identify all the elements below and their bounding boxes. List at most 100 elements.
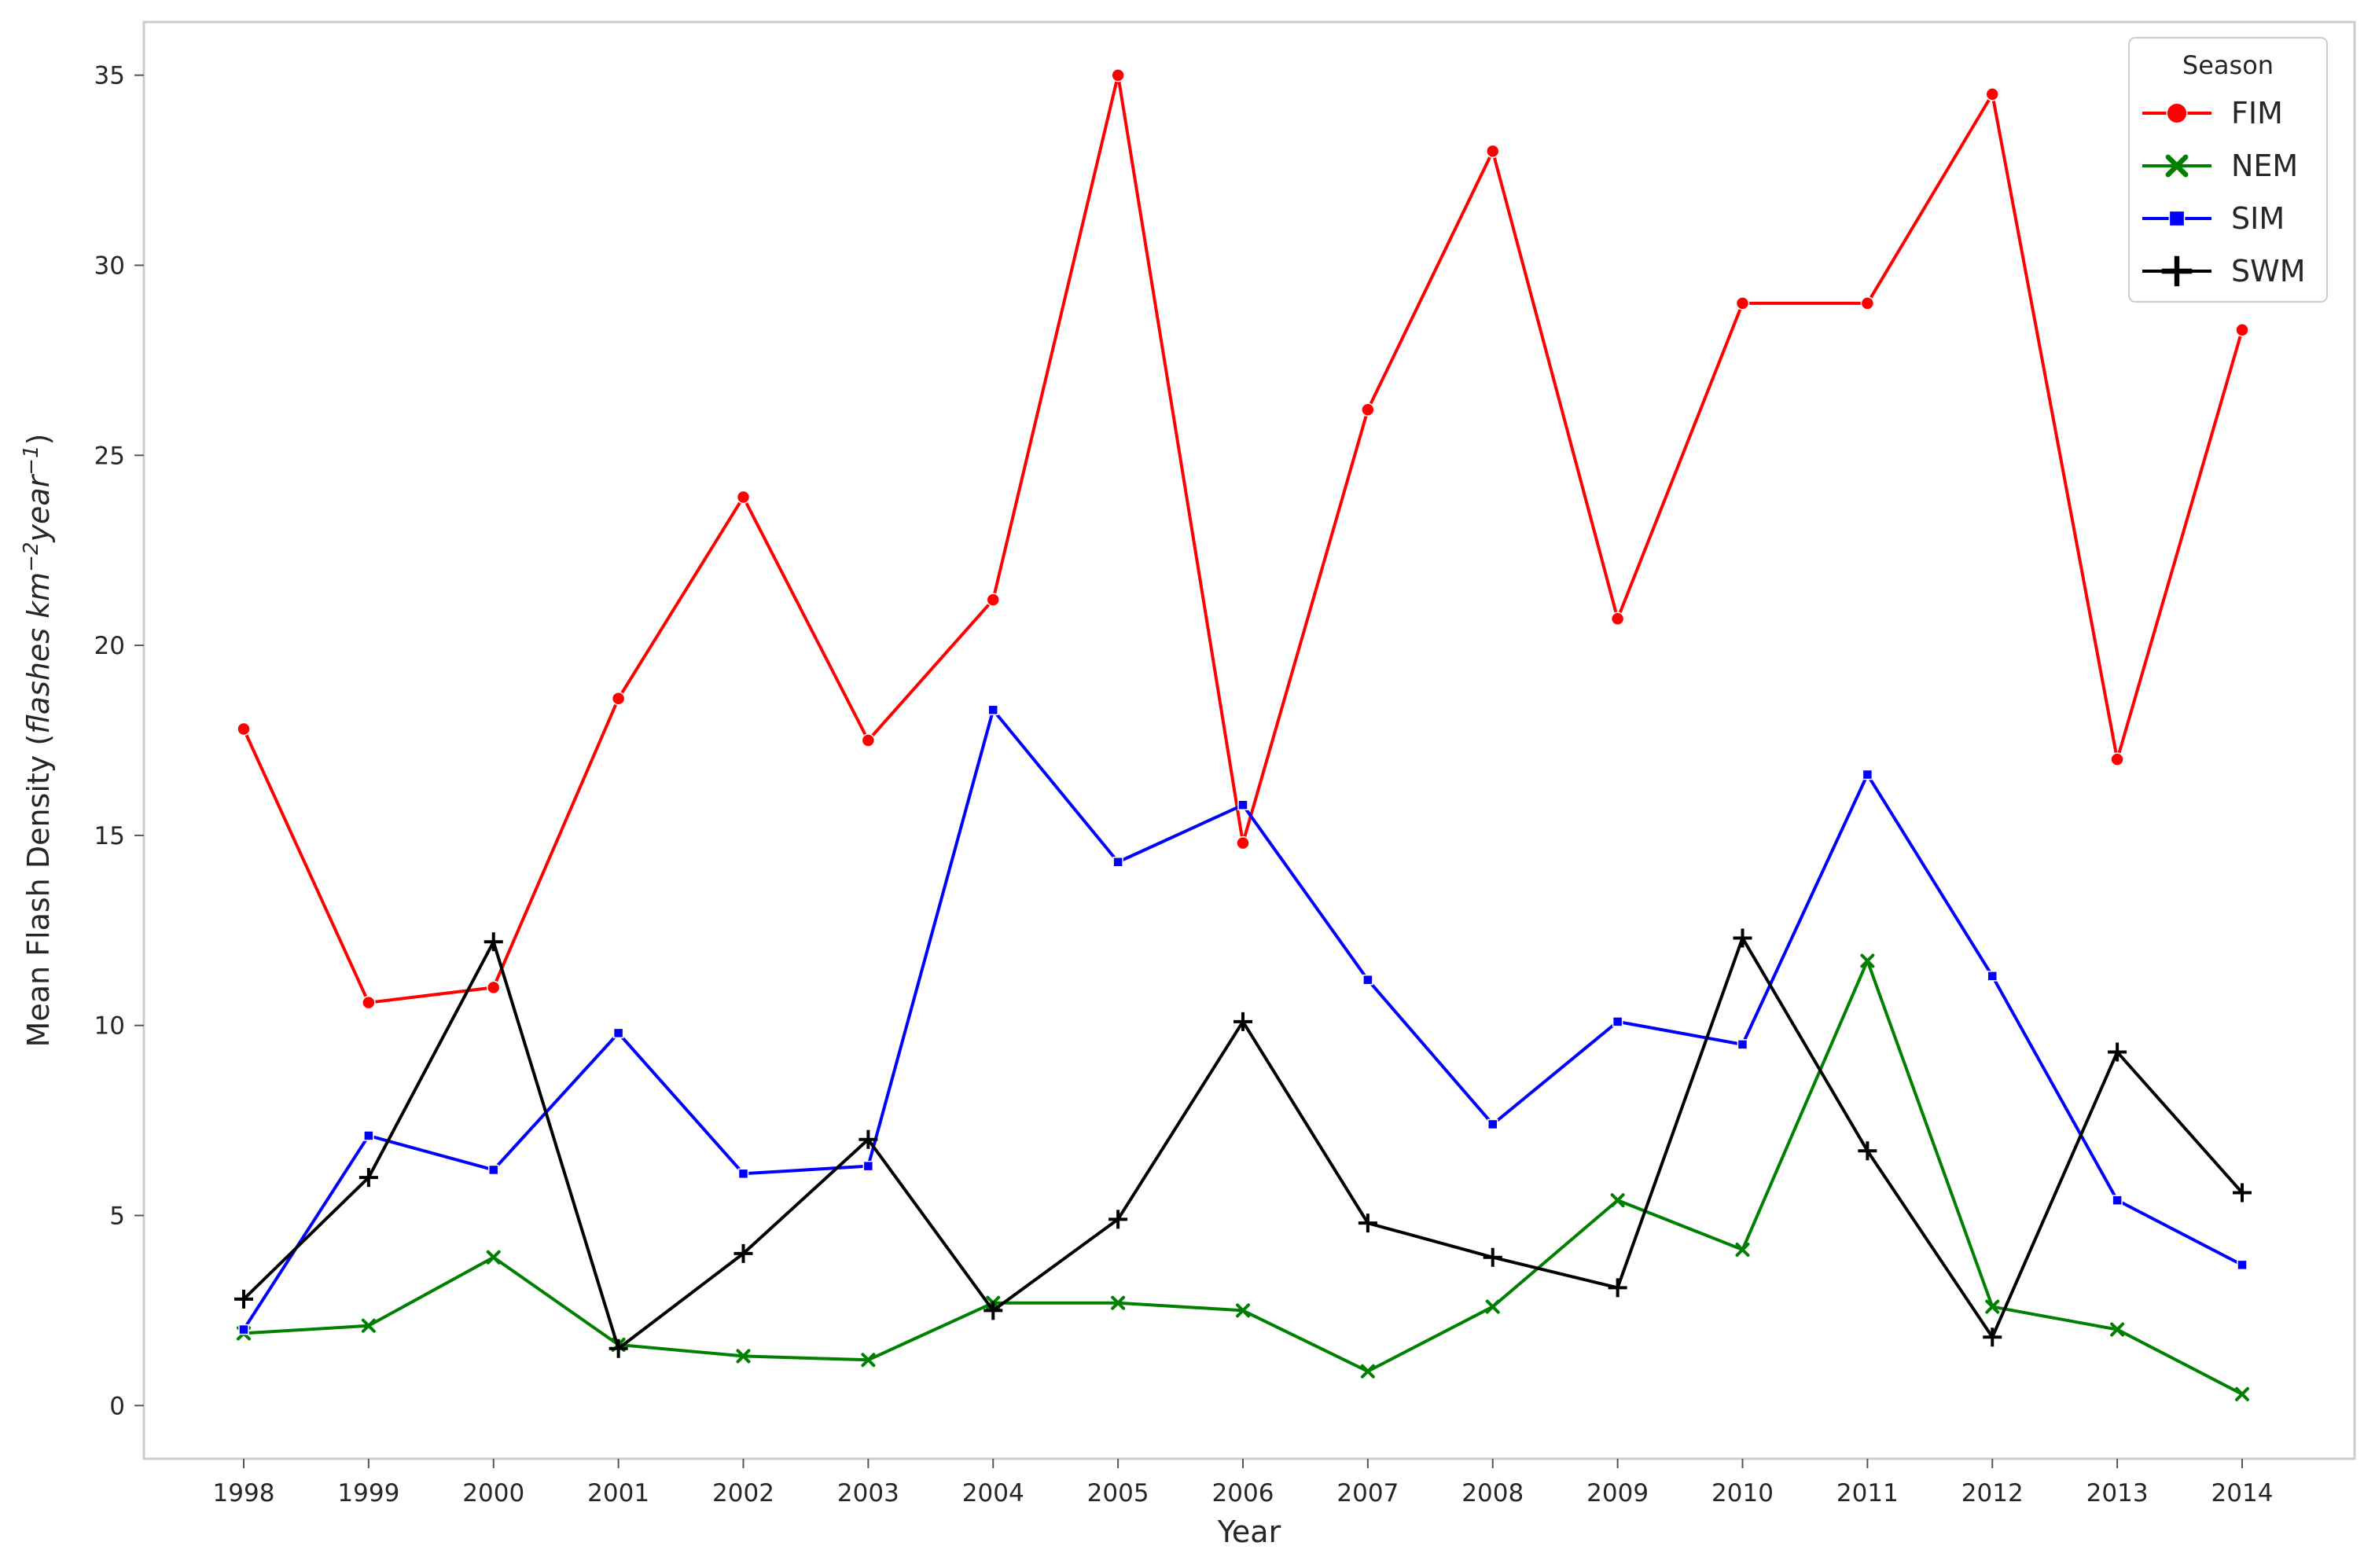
data-point-fim <box>986 593 1000 607</box>
data-point-swm <box>1108 1210 1128 1229</box>
data-point-fim <box>487 980 501 995</box>
y-tick-label: 10 <box>94 1012 125 1041</box>
data-point-fim <box>362 995 376 1010</box>
data-point-swm <box>1858 1141 1877 1161</box>
x-tick-label: 2006 <box>1212 1479 1274 1507</box>
data-point-fim <box>1985 87 1999 101</box>
data-point-nem <box>2235 1386 2249 1401</box>
data-point-sim <box>1237 799 1248 810</box>
x-tick-label: 2002 <box>712 1479 774 1507</box>
x-tick-label: 2009 <box>1586 1479 1649 1507</box>
x-axis-label: Year <box>1217 1515 1281 1549</box>
data-point-swm <box>1983 1327 2002 1347</box>
data-point-sim <box>488 1164 499 1176</box>
y-axis-label: Mean Flash Density (flashes km−2year−1) <box>20 434 56 1048</box>
data-point-swm <box>483 932 503 952</box>
data-point-sim <box>1362 974 1373 986</box>
data-point-swm <box>1483 1247 1502 1267</box>
legend-marker-nem <box>2165 154 2189 178</box>
data-point-swm <box>1733 928 1752 948</box>
legend-label-nem: NEM <box>2231 149 2298 183</box>
data-point-nem <box>1236 1303 1250 1318</box>
data-point-nem <box>1860 953 1875 968</box>
series-fim <box>237 68 2249 1010</box>
series-group <box>234 68 2252 1401</box>
x-tick-label: 1998 <box>213 1479 275 1507</box>
legend: Season FIM NEM SIM SWM <box>2128 37 2328 303</box>
legend-marker-swm <box>2161 255 2193 287</box>
data-point-nem <box>486 1250 501 1265</box>
data-point-swm <box>2108 1042 2127 1062</box>
x-tick-label: 2001 <box>587 1479 649 1507</box>
x-tick-label: 2007 <box>1336 1479 1399 1507</box>
y-tick-label: 30 <box>94 252 125 281</box>
data-point-nem <box>1485 1299 1500 1314</box>
x-tick-label: 2003 <box>837 1479 899 1507</box>
data-point-sim <box>987 704 998 716</box>
data-point-fim <box>1236 835 1250 850</box>
legend-item-swm: SWM <box>2142 254 2305 288</box>
series-sim <box>238 704 2248 1335</box>
data-point-fim <box>1735 296 1750 310</box>
data-point-swm <box>234 1289 253 1309</box>
data-point-fim <box>2235 322 2249 337</box>
x-tick-label: 2000 <box>462 1479 524 1507</box>
data-point-sim <box>1862 769 1873 780</box>
data-point-fim <box>736 490 751 505</box>
x-tick-label: 2008 <box>1461 1479 1524 1507</box>
y-tick-label: 35 <box>94 62 125 90</box>
data-point-sim <box>1737 1039 1748 1050</box>
data-point-swm <box>358 1168 378 1188</box>
data-point-swm <box>983 1301 1003 1320</box>
series-swm <box>234 928 2252 1358</box>
data-point-nem <box>1111 1295 1126 1310</box>
data-point-fim <box>237 722 251 736</box>
legend-items: FIM NEM SIM SWM <box>2142 96 2305 288</box>
legend-item-fim: FIM <box>2142 96 2283 130</box>
legend-item-sim: SIM <box>2142 201 2285 236</box>
data-point-fim <box>1610 611 1625 626</box>
data-point-fim <box>2110 752 2124 766</box>
data-point-nem <box>736 1349 751 1364</box>
data-point-nem <box>2110 1322 2125 1337</box>
legend-marker-fim <box>2166 102 2188 124</box>
data-point-swm <box>858 1129 878 1149</box>
x-tick-label: 2014 <box>2211 1479 2274 1507</box>
data-point-sim <box>1987 971 1998 982</box>
x-tick-label: 2005 <box>1087 1479 1149 1507</box>
data-point-swm <box>1358 1214 1377 1233</box>
data-point-fim <box>1361 402 1375 417</box>
y-tick-label: 15 <box>94 822 125 850</box>
x-tick-label: 2012 <box>1961 1479 2024 1507</box>
data-point-fim <box>1486 144 1500 159</box>
y-tick-label: 0 <box>109 1392 125 1420</box>
y-tick-label: 20 <box>94 632 125 660</box>
legend-label-swm: SWM <box>2231 254 2305 288</box>
data-point-sim <box>1487 1118 1498 1130</box>
data-point-sim <box>1112 857 1123 868</box>
x-tick-label: 1999 <box>337 1479 399 1507</box>
data-point-nem <box>861 1353 876 1368</box>
y-axis-ticks: 0 5 10 15 20 25 30 35 <box>94 62 144 1420</box>
y-tick-label: 25 <box>94 442 125 470</box>
data-point-sim <box>238 1324 249 1335</box>
data-point-sim <box>612 1027 624 1039</box>
x-tick-label: 2010 <box>1711 1479 1774 1507</box>
data-point-swm <box>733 1243 753 1263</box>
data-point-sim <box>1612 1016 1623 1027</box>
data-point-fim <box>861 733 876 747</box>
y-tick-label: 5 <box>109 1202 125 1230</box>
data-point-sim <box>862 1160 874 1172</box>
data-point-nem <box>1360 1364 1375 1379</box>
legend-label-fim: FIM <box>2231 96 2283 130</box>
data-point-swm <box>1608 1278 1627 1298</box>
data-point-sim <box>2237 1259 2248 1271</box>
x-axis-ticks: 1998 1999 2000 2001 2002 2003 2004 2005 2006 2007… <box>213 1459 2274 1507</box>
legend-marker-sim <box>2168 210 2186 227</box>
data-point-swm <box>1233 1012 1252 1031</box>
data-point-nem <box>1985 1299 2000 1314</box>
data-point-nem <box>1610 1193 1625 1208</box>
data-point-fim <box>1860 296 1875 310</box>
data-point-sim <box>2112 1195 2123 1206</box>
